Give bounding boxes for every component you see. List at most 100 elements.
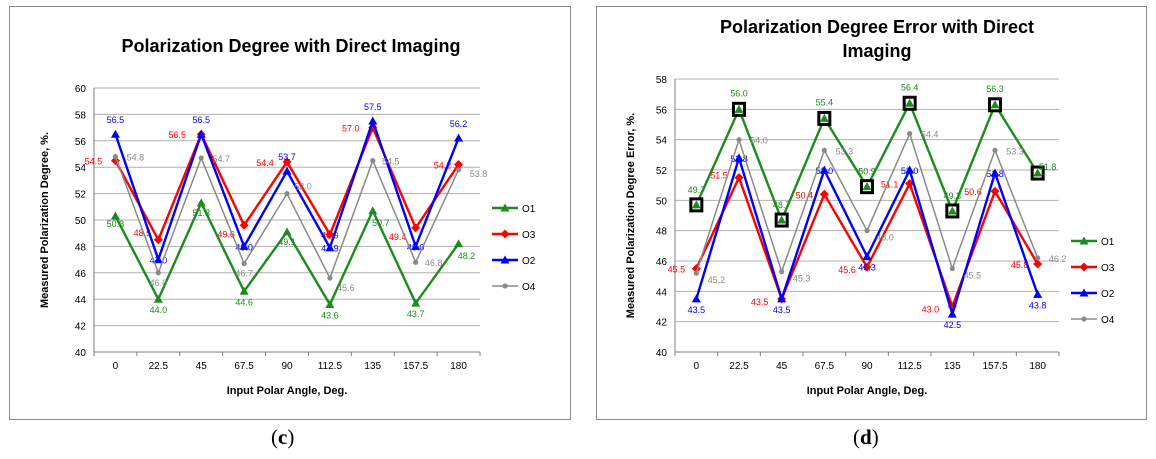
data-label-O3: 54.2 <box>434 161 452 171</box>
data-label-O4: 45.5 <box>964 271 982 281</box>
data-label-O1: 44.0 <box>150 305 168 315</box>
data-label-O1: 50.9 <box>858 167 876 177</box>
data-label-O1: 49.3 <box>944 191 962 201</box>
data-point-O3 <box>282 157 292 167</box>
data-label-O1: 56.3 <box>986 84 1004 94</box>
data-point-O2 <box>819 165 829 174</box>
series-O3: 45.5 51.5 43.5 50.4 45.6 51.1 43.0 50.6 45.8 <box>668 171 1043 315</box>
data-point-O3 <box>325 230 335 240</box>
data-label-O3: 43.0 <box>922 305 940 315</box>
data-label-O3: 54.5 <box>85 157 103 167</box>
data-point-O4 <box>112 154 119 160</box>
data-label-O3: 48.5 <box>134 228 152 238</box>
data-point-O3 <box>862 262 872 272</box>
y-tick-label: 42 <box>75 322 87 333</box>
data-point-O2 <box>325 243 335 252</box>
data-point-O2 <box>110 129 120 138</box>
legend-label-O4: O4 <box>1101 315 1115 326</box>
data-point-O1 <box>862 182 872 191</box>
y-tick-label: 48 <box>656 227 668 238</box>
data-label-O4: 48.0 <box>876 233 894 243</box>
data-point-O2 <box>153 255 163 264</box>
x-tick-label: 180 <box>450 361 467 372</box>
series-line-O3 <box>695 174 1039 311</box>
data-point-O2 <box>990 168 1000 177</box>
data-label-O3: 50.4 <box>796 190 814 200</box>
data-label-O2: 53.7 <box>278 152 296 162</box>
x-tick-label: 90 <box>861 361 873 372</box>
series-O2: 43.5 52.8 43.5 52.0 46.3 52.0 42.5 51.8 43.8 <box>688 153 1047 330</box>
y-axis-label: Measured Polarization Degree, %. <box>39 132 51 308</box>
y-tick-label: 50 <box>75 216 87 227</box>
legend-marker-O1 <box>500 203 510 212</box>
data-point-O1 <box>990 100 1000 109</box>
legend-marker-O2 <box>1079 288 1089 297</box>
data-label-O2: 43.8 <box>1029 300 1047 310</box>
data-point-O4 <box>821 147 827 153</box>
data-label-O1: 43.7 <box>407 309 425 319</box>
data-label-O1: 56.4 <box>901 82 919 92</box>
data-label-O4: 46.0 <box>150 278 168 288</box>
data-point-O3 <box>734 173 744 183</box>
data-point-O1 <box>905 98 915 107</box>
data-label-O3: 49.6 <box>217 229 235 239</box>
data-point-O1 <box>411 298 421 307</box>
y-tick-label: 46 <box>75 269 87 280</box>
x-tick-label: 157.5 <box>982 361 1007 372</box>
data-label-O2: 51.8 <box>986 169 1004 179</box>
legend-marker-O3 <box>1079 262 1089 272</box>
data-label-O3: 57.0 <box>342 124 360 134</box>
data-point-O4 <box>241 260 247 267</box>
data-point-O1 <box>325 299 335 308</box>
legend-marker-O2 <box>500 255 510 264</box>
data-label-O3: 54.4 <box>256 158 274 168</box>
data-point-O1 <box>282 227 292 236</box>
y-tick-label: 44 <box>656 287 668 298</box>
chart-panel-d: Polarization Degree Error with Direct Ima… <box>596 6 1147 420</box>
data-point-O4 <box>907 131 913 137</box>
data-point-O4 <box>1035 255 1041 261</box>
data-label-O2: 46.3 <box>858 262 876 272</box>
data-label-O3: 56.5 <box>168 130 186 140</box>
data-point-O4 <box>949 265 955 272</box>
data-point-O4 <box>736 137 742 143</box>
data-label-O4: 54.8 <box>127 153 145 163</box>
data-label-O2: 47.9 <box>321 244 339 254</box>
chart-c: Polarization Degree with Direct Imaging 4… <box>39 36 536 397</box>
data-point-O4 <box>864 228 870 234</box>
data-point-O1 <box>110 211 120 220</box>
data-label-O4: 54.7 <box>212 154 230 164</box>
data-point-O2 <box>862 251 872 260</box>
data-label-O2: 56.5 <box>192 115 210 125</box>
y-tick-label: 58 <box>656 75 668 86</box>
data-point-O4 <box>198 155 204 161</box>
data-point-O3 <box>454 160 464 170</box>
series-O1: 50.3 44.0 51.3 44.6 49.1 43.6 50.7 43.7 48.2 <box>107 198 475 320</box>
data-label-O1: 56.0 <box>730 88 748 98</box>
y-tick-label: 42 <box>656 318 668 329</box>
chart-title: Polarization Degree with Direct Imaging <box>121 36 460 56</box>
data-point-O3 <box>153 235 163 245</box>
legend-label-O3: O3 <box>522 230 536 241</box>
data-label-O4: 54.0 <box>750 136 768 146</box>
data-point-O1 <box>1033 168 1043 177</box>
data-label-O3: 45.8 <box>1011 260 1029 270</box>
data-label-O3: 43.5 <box>751 297 769 307</box>
data-point-O2 <box>947 309 957 318</box>
data-label-O1: 55.4 <box>816 97 834 107</box>
y-tick-label: 44 <box>75 295 87 306</box>
legend-label-O3: O3 <box>1101 263 1115 274</box>
series-O1: 49.7 56.0 48.7 55.4 50.9 56.4 49.3 56.3 51.8 <box>688 82 1056 228</box>
caption-c-letter: c <box>278 425 288 449</box>
data-point-O1 <box>947 206 957 215</box>
data-label-O4: 46.8 <box>425 258 443 268</box>
data-point-O2 <box>196 129 206 138</box>
y-tick-label: 40 <box>656 348 668 359</box>
data-point-O2 <box>777 294 787 303</box>
data-label-O3: 48.9 <box>321 231 339 241</box>
data-point-O4 <box>779 269 785 275</box>
data-label-O2: 48.0 <box>235 242 253 252</box>
data-label-O4: 53.3 <box>836 146 854 156</box>
x-tick-label: 180 <box>1029 361 1046 372</box>
chart-panel-c: Polarization Degree with Direct Imaging 4… <box>9 6 571 420</box>
